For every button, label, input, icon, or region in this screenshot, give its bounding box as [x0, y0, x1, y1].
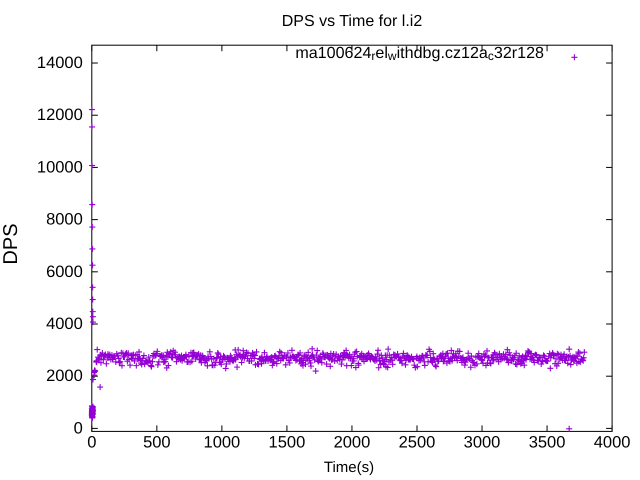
svg-text:2000: 2000: [46, 367, 83, 385]
svg-text:12000: 12000: [37, 106, 83, 124]
svg-text:4000: 4000: [46, 315, 83, 333]
svg-text:1000: 1000: [204, 433, 241, 451]
svg-text:6000: 6000: [46, 263, 83, 281]
svg-text:0: 0: [87, 433, 96, 451]
svg-text:Time(s): Time(s): [324, 459, 374, 476]
svg-text:10000: 10000: [37, 158, 83, 176]
svg-text:DPS: DPS: [0, 223, 22, 264]
svg-text:4000: 4000: [594, 433, 631, 451]
svg-text:1500: 1500: [269, 433, 306, 451]
svg-text:8000: 8000: [46, 211, 83, 229]
svg-text:2000: 2000: [334, 433, 371, 451]
svg-text:3500: 3500: [529, 433, 566, 451]
svg-text:3000: 3000: [464, 433, 501, 451]
svg-text:DPS vs Time for l.i2: DPS vs Time for l.i2: [282, 13, 423, 30]
svg-text:2500: 2500: [399, 433, 436, 451]
svg-text:ma100624relwithdbg.cz12ac32r12: ma100624relwithdbg.cz12ac32r128: [295, 44, 544, 63]
svg-text:14000: 14000: [37, 54, 83, 72]
svg-text:500: 500: [143, 433, 171, 451]
svg-text:0: 0: [74, 419, 83, 437]
